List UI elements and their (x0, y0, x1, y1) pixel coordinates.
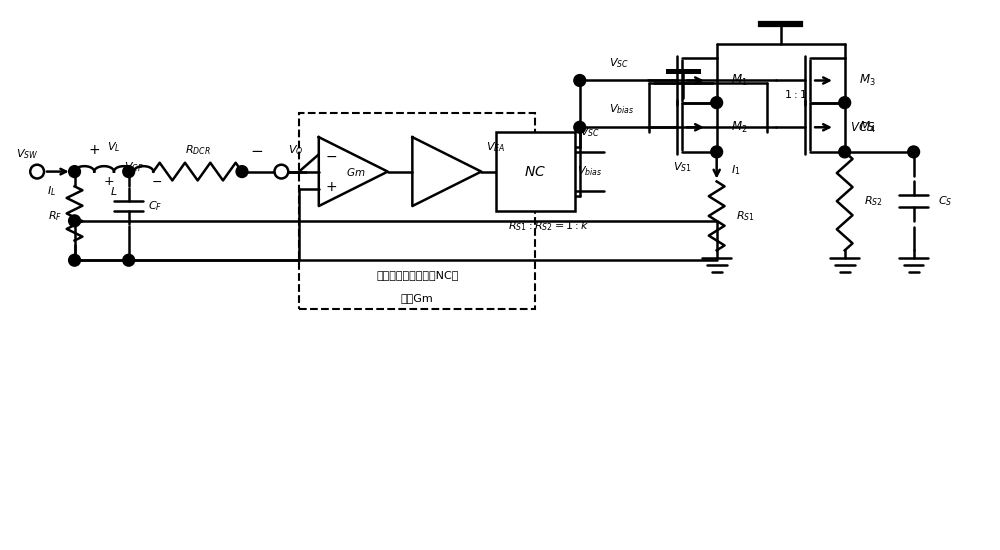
Text: $R_{S2}$: $R_{S2}$ (864, 194, 883, 208)
Circle shape (123, 166, 135, 178)
Text: $NC$: $NC$ (524, 164, 546, 179)
Text: $V_O$: $V_O$ (288, 143, 304, 157)
Circle shape (69, 254, 80, 266)
Text: $V_L$: $V_L$ (107, 140, 121, 154)
Circle shape (839, 97, 851, 108)
Text: $M_1$: $M_1$ (731, 73, 748, 88)
Circle shape (69, 215, 80, 227)
Text: $Gm$: $Gm$ (346, 166, 365, 178)
Text: $M_3$: $M_3$ (859, 73, 876, 88)
Text: $I_1$: $I_1$ (731, 163, 741, 177)
Text: $R_F$: $R_F$ (48, 209, 62, 223)
Circle shape (839, 146, 851, 158)
Text: $V_{bias}$: $V_{bias}$ (577, 164, 602, 179)
Text: $V_{bias}$: $V_{bias}$ (609, 103, 635, 117)
Circle shape (69, 166, 80, 178)
Circle shape (236, 166, 248, 178)
Text: $-$: $-$ (250, 142, 263, 157)
Text: $-$: $-$ (325, 149, 337, 163)
Circle shape (908, 146, 920, 158)
Circle shape (711, 146, 723, 158)
Circle shape (574, 75, 586, 86)
Text: $R_{S1}:R_{S2}=1:k$: $R_{S1}:R_{S2}=1:k$ (508, 219, 590, 233)
Text: $+$: $+$ (325, 180, 337, 194)
Circle shape (123, 254, 135, 266)
Text: $V_{S1}$: $V_{S1}$ (673, 160, 692, 174)
Text: $L$: $L$ (110, 185, 118, 197)
Text: $V_{EA}$: $V_{EA}$ (496, 145, 515, 159)
Text: $V_{SW}$: $V_{SW}$ (16, 147, 39, 161)
Text: $V_{CF}$: $V_{CF}$ (124, 160, 143, 174)
Circle shape (574, 122, 586, 133)
Text: $C_F$: $C_F$ (148, 199, 163, 213)
Text: 带斩波和陷波滤波器NC的: 带斩波和陷波滤波器NC的 (376, 270, 458, 280)
Text: $C_S$: $C_S$ (938, 194, 953, 208)
Text: $I_L$: $I_L$ (47, 184, 56, 198)
Text: $-$: $-$ (151, 175, 162, 188)
Text: $1:1$: $1:1$ (784, 88, 807, 100)
Text: $V_{EA}$: $V_{EA}$ (486, 140, 506, 154)
Text: 运放Gm: 运放Gm (401, 293, 434, 303)
Bar (299, 113, 535, 310)
Text: $VCS$: $VCS$ (850, 121, 875, 134)
Text: $V_{SC}$: $V_{SC}$ (609, 56, 629, 70)
Text: $M_4$: $M_4$ (859, 120, 876, 135)
Text: $R_{DCR}$: $R_{DCR}$ (185, 143, 211, 157)
Text: $+$: $+$ (88, 143, 100, 157)
Circle shape (711, 97, 723, 108)
Text: $R_{S1}$: $R_{S1}$ (736, 209, 755, 223)
Text: $V_{SC}$: $V_{SC}$ (580, 125, 600, 139)
Text: $+$: $+$ (103, 175, 115, 188)
Text: $M_2$: $M_2$ (731, 120, 748, 135)
Bar (496, 132, 575, 211)
